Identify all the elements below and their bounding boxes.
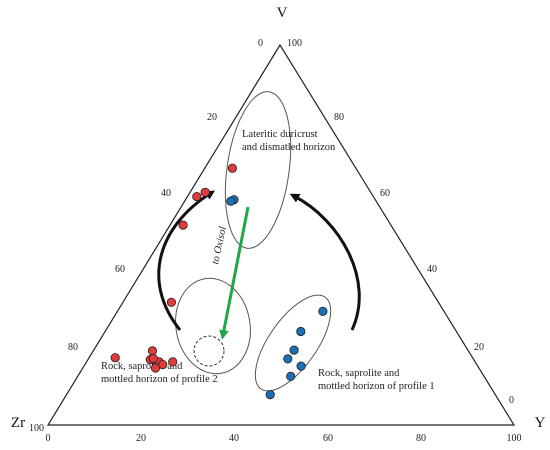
blue-data-point	[283, 354, 293, 364]
data-points-layer	[110, 163, 328, 400]
duricrust-annotation-line2: and dismatled horizon	[242, 142, 336, 153]
left-tick-label: 80	[68, 342, 78, 353]
red-data-point	[178, 220, 188, 230]
red-data-point	[168, 357, 178, 367]
right-tick-label: 80	[334, 112, 344, 123]
dense-cluster-dashed-circle	[193, 335, 225, 367]
bottom-tick-label: 100	[507, 433, 522, 444]
profile1-group-ellipse	[254, 294, 332, 392]
bottom-tick-label: 80	[416, 433, 426, 444]
apex-label-v: V	[277, 5, 288, 21]
left-curved-arrow	[157, 190, 216, 331]
red-data-point	[192, 192, 202, 202]
blue-data-point	[226, 196, 236, 206]
profile2-annotation-line1: Rock, saprolite and	[101, 361, 183, 372]
red-data-point	[148, 353, 158, 364]
right-tick-label: 0	[509, 395, 514, 406]
ternary-frame	[46, 43, 516, 426]
red-data-point	[110, 353, 120, 363]
oxisol-arrow-label: to Oxisol	[210, 226, 229, 266]
left-tick-label: 40	[161, 188, 171, 199]
bottom-tick-label: 40	[229, 433, 239, 444]
apex-label-zr: Zr	[11, 415, 25, 431]
blue-data-point	[289, 345, 299, 355]
red-data-point	[200, 187, 210, 197]
profile2-annotation-line2: mottled horizon of profile 2	[101, 374, 218, 385]
right-curved-arrow	[289, 193, 361, 331]
blue-data-point	[265, 389, 275, 400]
apex-label-y: Y	[535, 415, 546, 431]
red-data-point	[166, 297, 176, 307]
left-tick-label: 20	[207, 112, 217, 123]
duricrust-group-ellipse	[224, 91, 292, 249]
blue-data-point	[286, 371, 296, 381]
bottom-tick-label: 20	[136, 433, 146, 444]
profile1-annotation-line1: Rock, saprolite and	[318, 368, 400, 379]
blue-data-point	[296, 361, 306, 371]
blue-data-point	[318, 306, 328, 316]
right-tick-label: 100	[287, 38, 302, 49]
profile1-annotation-line2: mottled horizon of profile 1	[318, 381, 435, 392]
left-tick-label: 100	[29, 423, 44, 434]
red-data-point	[147, 346, 157, 356]
right-tick-label: 60	[380, 188, 390, 199]
oxisol-green-arrow	[219, 206, 250, 340]
blue-data-point	[296, 326, 306, 337]
bottom-tick-label: 60	[323, 433, 333, 444]
bottom-tick-label: 0	[46, 433, 51, 444]
left-tick-label: 60	[115, 264, 125, 275]
right-tick-label: 20	[474, 342, 484, 353]
red-data-point	[158, 359, 168, 370]
right-tick-label: 40	[427, 264, 437, 275]
profile2-group-ellipse	[175, 277, 251, 375]
red-data-point	[227, 163, 237, 173]
left-tick-label: 0	[258, 38, 263, 49]
duricrust-annotation-line1: Lateritic duricrust	[242, 129, 318, 140]
